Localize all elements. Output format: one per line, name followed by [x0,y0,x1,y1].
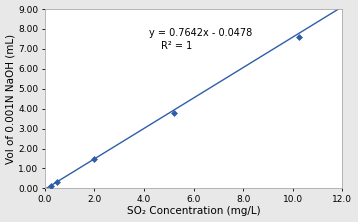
Text: R² = 1: R² = 1 [161,41,193,51]
Text: y = 0.7642x - 0.0478: y = 0.7642x - 0.0478 [149,28,252,38]
X-axis label: SO₂ Concentration (mg/L): SO₂ Concentration (mg/L) [127,206,260,216]
Y-axis label: Vol of 0.001N NaOH (mL): Vol of 0.001N NaOH (mL) [6,34,15,164]
